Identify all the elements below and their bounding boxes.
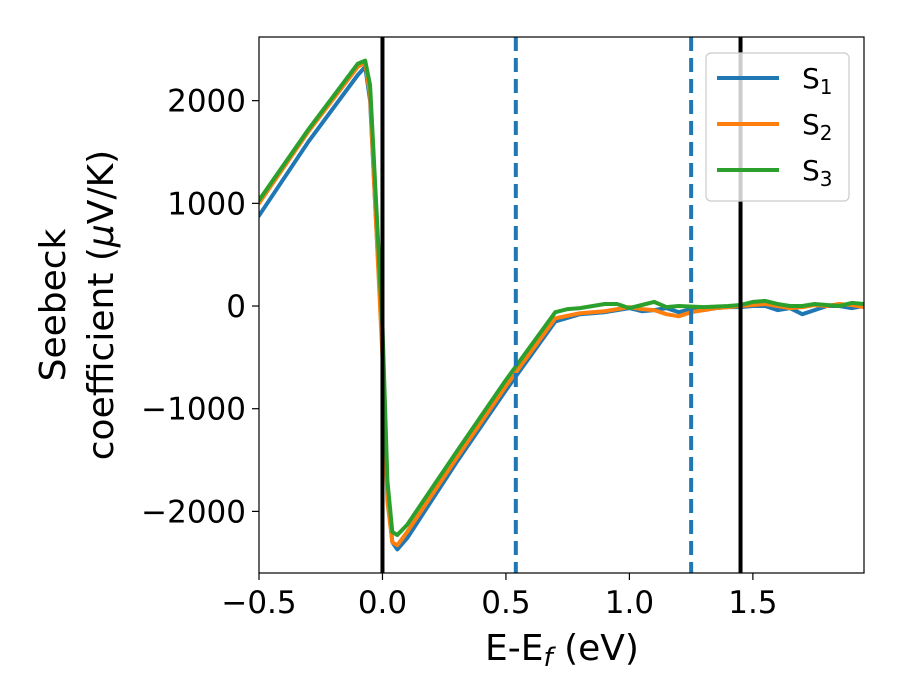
x-axis-ticks: −0.5 0.0 0.5 1.0 1.5 bbox=[221, 573, 778, 621]
x-tick-label: 1.5 bbox=[728, 585, 777, 621]
y-tick-label: −1000 bbox=[141, 392, 246, 428]
y-axis-ticks: −2000 −1000 0 1000 2000 bbox=[141, 84, 259, 530]
legend-label-s2: S2 bbox=[802, 108, 833, 145]
x-tick-label: 0.0 bbox=[358, 585, 407, 621]
y-axis-title: Seebeck coefficient (μV/K) bbox=[33, 150, 122, 460]
y-tick-label: 0 bbox=[226, 289, 246, 325]
x-axis-title: E-Ef (eV) bbox=[485, 628, 639, 673]
plot-area-frame bbox=[258, 36, 865, 574]
legend: S1 S2 S3 bbox=[705, 52, 850, 202]
x-tick-label: 1.0 bbox=[605, 585, 654, 621]
y-axis-title-line2: coefficient (μV/K) bbox=[81, 150, 122, 460]
y-tick-label: 1000 bbox=[167, 186, 246, 222]
y-tick-label: −2000 bbox=[141, 494, 246, 530]
legend-items: S1 S2 S3 bbox=[717, 62, 833, 191]
legend-box bbox=[705, 52, 850, 202]
legend-label-s1: S1 bbox=[802, 62, 833, 99]
y-axis-title-line1: Seebeck bbox=[33, 228, 74, 381]
x-tick-label: −0.5 bbox=[221, 585, 296, 621]
legend-label-s3: S3 bbox=[802, 154, 833, 191]
x-tick-label: 0.5 bbox=[481, 585, 530, 621]
y-tick-label: 2000 bbox=[167, 84, 246, 120]
